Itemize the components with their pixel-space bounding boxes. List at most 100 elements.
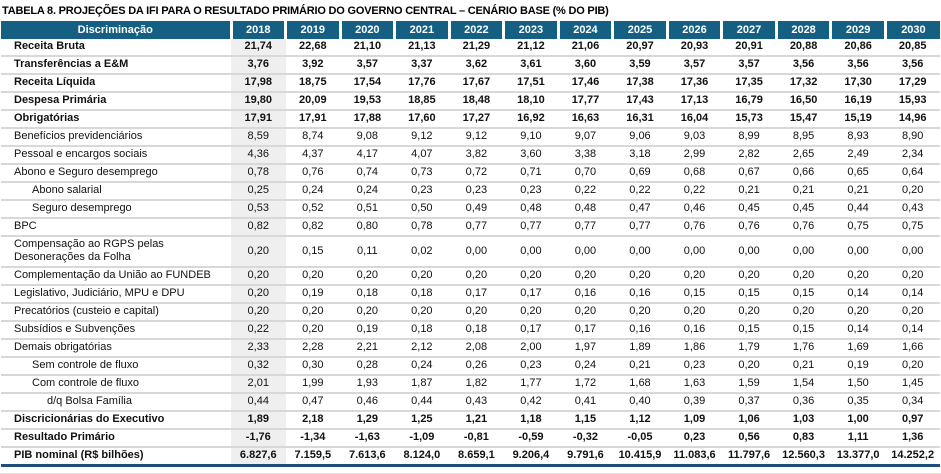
- cell-2024: 0,22: [558, 182, 613, 201]
- table-row: Com controle de fluxo 2,01 1,99 1,93 1,87 1,8…: [1, 375, 940, 394]
- cell-2030: 0,00: [885, 236, 940, 268]
- cell-2018: 0,78: [231, 164, 286, 183]
- cell-2022: 0,72: [449, 164, 504, 183]
- cell-2021: 0,78: [394, 218, 450, 237]
- cell-2028: 0,21: [776, 357, 831, 376]
- cell-2023: 9,10: [503, 128, 559, 147]
- column-header-2023: 2023: [502, 21, 559, 39]
- row-label: Obrigatórias: [1, 110, 231, 129]
- cell-2018: 6.827,6: [231, 447, 286, 467]
- cell-2023: 3,61: [503, 56, 559, 75]
- cell-2018: 17,98: [231, 74, 286, 93]
- cell-2025: 0,20: [612, 303, 668, 322]
- cell-2019: 22,68: [285, 39, 341, 57]
- cell-2029: 0,14: [830, 285, 886, 304]
- cell-2030: 0,14: [885, 321, 940, 340]
- cell-2020: -1,63: [340, 429, 395, 448]
- cell-2022: 21,29: [449, 39, 504, 57]
- table-row: Precatórios (custeio e capital) 0,20 0,20 0…: [1, 303, 940, 322]
- cell-2025: 0,22: [612, 182, 668, 201]
- cell-2018: 0,82: [231, 218, 286, 237]
- cell-2030: 3,56: [885, 56, 940, 75]
- cell-2022: 0,49: [449, 200, 504, 219]
- cell-2027: 3,57: [721, 56, 777, 75]
- cell-2021: 17,76: [394, 74, 450, 93]
- cell-2026: 0,15: [667, 285, 722, 304]
- cell-2020: 1,29: [340, 411, 395, 430]
- cell-2019: 20,09: [285, 92, 341, 111]
- column-header-2019: 2019: [284, 21, 341, 39]
- cell-2030: 0,20: [885, 357, 940, 376]
- cell-2020: 3,57: [340, 56, 395, 75]
- cell-2029: 0,19: [830, 357, 886, 376]
- cell-2024: 0,77: [558, 218, 613, 237]
- table-row: Benefícios previdenciários 8,59 8,74 9,08 9,…: [1, 128, 940, 147]
- row-label: Com controle de fluxo: [1, 375, 231, 394]
- cell-2022: 1,21: [449, 411, 504, 430]
- cell-2030: 1,66: [885, 339, 940, 358]
- cell-2030: 0,20: [885, 303, 940, 322]
- cell-2021: 1,87: [394, 375, 450, 394]
- cell-2029: 1,50: [830, 375, 886, 394]
- cell-2026: 0,23: [667, 429, 722, 448]
- cell-2021: 21,13: [394, 39, 450, 57]
- cell-2020: 17,54: [340, 74, 395, 93]
- cell-2019: 0,47: [285, 393, 341, 412]
- cell-2022: 17,27: [449, 110, 504, 129]
- cell-2029: 0,00: [830, 236, 886, 268]
- cell-2023: 17,51: [503, 74, 559, 93]
- cell-2026: 0,16: [667, 321, 722, 340]
- table-header-row: Discriminação 2018 2019 2020 2021 2022 2023 20…: [1, 21, 940, 39]
- table-row: Abono e Seguro desemprego 0,78 0,76 0,74 0,7…: [1, 164, 940, 183]
- cell-2020: 0,19: [340, 321, 395, 340]
- cell-2023: 16,92: [503, 110, 559, 129]
- cell-2019: 0,19: [285, 285, 341, 304]
- cell-2019: 0,82: [285, 218, 341, 237]
- row-label: Compensação ao RGPS pelas Desonerações d…: [1, 236, 231, 268]
- cell-2021: 18,85: [394, 92, 450, 111]
- cell-2028: 0,83: [776, 429, 831, 448]
- cell-2025: 20,97: [612, 39, 668, 57]
- cell-2027: 0,20: [721, 267, 777, 286]
- cell-2027: 2,82: [721, 146, 777, 165]
- cell-2030: 8,90: [885, 128, 940, 147]
- table-row: Resultado Primário -1,76 -1,34 -1,63 -1,09 -0…: [1, 429, 940, 448]
- cell-2019: 0,52: [285, 200, 341, 219]
- cell-2022: 3,62: [449, 56, 504, 75]
- cell-2025: 1,89: [612, 339, 668, 358]
- table-row: d/q Bolsa Família 0,44 0,47 0,46 0,44 0,43 0,4…: [1, 393, 940, 412]
- row-label: Receita Bruta: [1, 39, 231, 57]
- cell-2023: 0,17: [503, 321, 559, 340]
- cell-2020: 9,08: [340, 128, 395, 147]
- cell-2028: 0,15: [776, 285, 831, 304]
- cell-2027: 11.797,6: [721, 447, 777, 467]
- cell-2029: 13.377,0: [830, 447, 886, 467]
- cell-2029: 17,30: [830, 74, 886, 93]
- row-label: Discricionárias do Executivo: [1, 411, 231, 430]
- cell-2030: 1,36: [885, 429, 940, 448]
- cell-2025: 0,40: [612, 393, 668, 412]
- cell-2022: 1,82: [449, 375, 504, 394]
- cell-2022: 18,48: [449, 92, 504, 111]
- cell-2025: 0,69: [612, 164, 668, 183]
- cell-2027: 0,15: [721, 285, 777, 304]
- cell-2025: 0,21: [612, 357, 668, 376]
- cell-2030: 2,34: [885, 146, 940, 165]
- cell-2018: 0,32: [231, 357, 286, 376]
- cell-2028: 20,88: [776, 39, 831, 57]
- cell-2024: 0,48: [558, 200, 613, 219]
- cell-2028: 0,20: [776, 303, 831, 322]
- cell-2026: 1,09: [667, 411, 722, 430]
- cell-2029: 16,19: [830, 92, 886, 111]
- cell-2022: 0,18: [449, 321, 504, 340]
- cell-2018: 0,53: [231, 200, 286, 219]
- table-row: Pessoal e encargos sociais 4,36 4,37 4,17 4,…: [1, 146, 940, 165]
- cell-2024: 0,41: [558, 393, 613, 412]
- table-row: Abono salarial 0,25 0,24 0,24 0,23 0,23 0,23 0,…: [1, 182, 940, 201]
- cell-2028: 17,32: [776, 74, 831, 93]
- cell-2023: 21,12: [503, 39, 559, 57]
- column-header-2026: 2026: [665, 21, 722, 39]
- cell-2020: 7.613,6: [340, 447, 395, 467]
- table-row: Transferências a E&M 3,76 3,92 3,57 3,37 3,62…: [1, 56, 940, 75]
- cell-2024: 17,77: [558, 92, 613, 111]
